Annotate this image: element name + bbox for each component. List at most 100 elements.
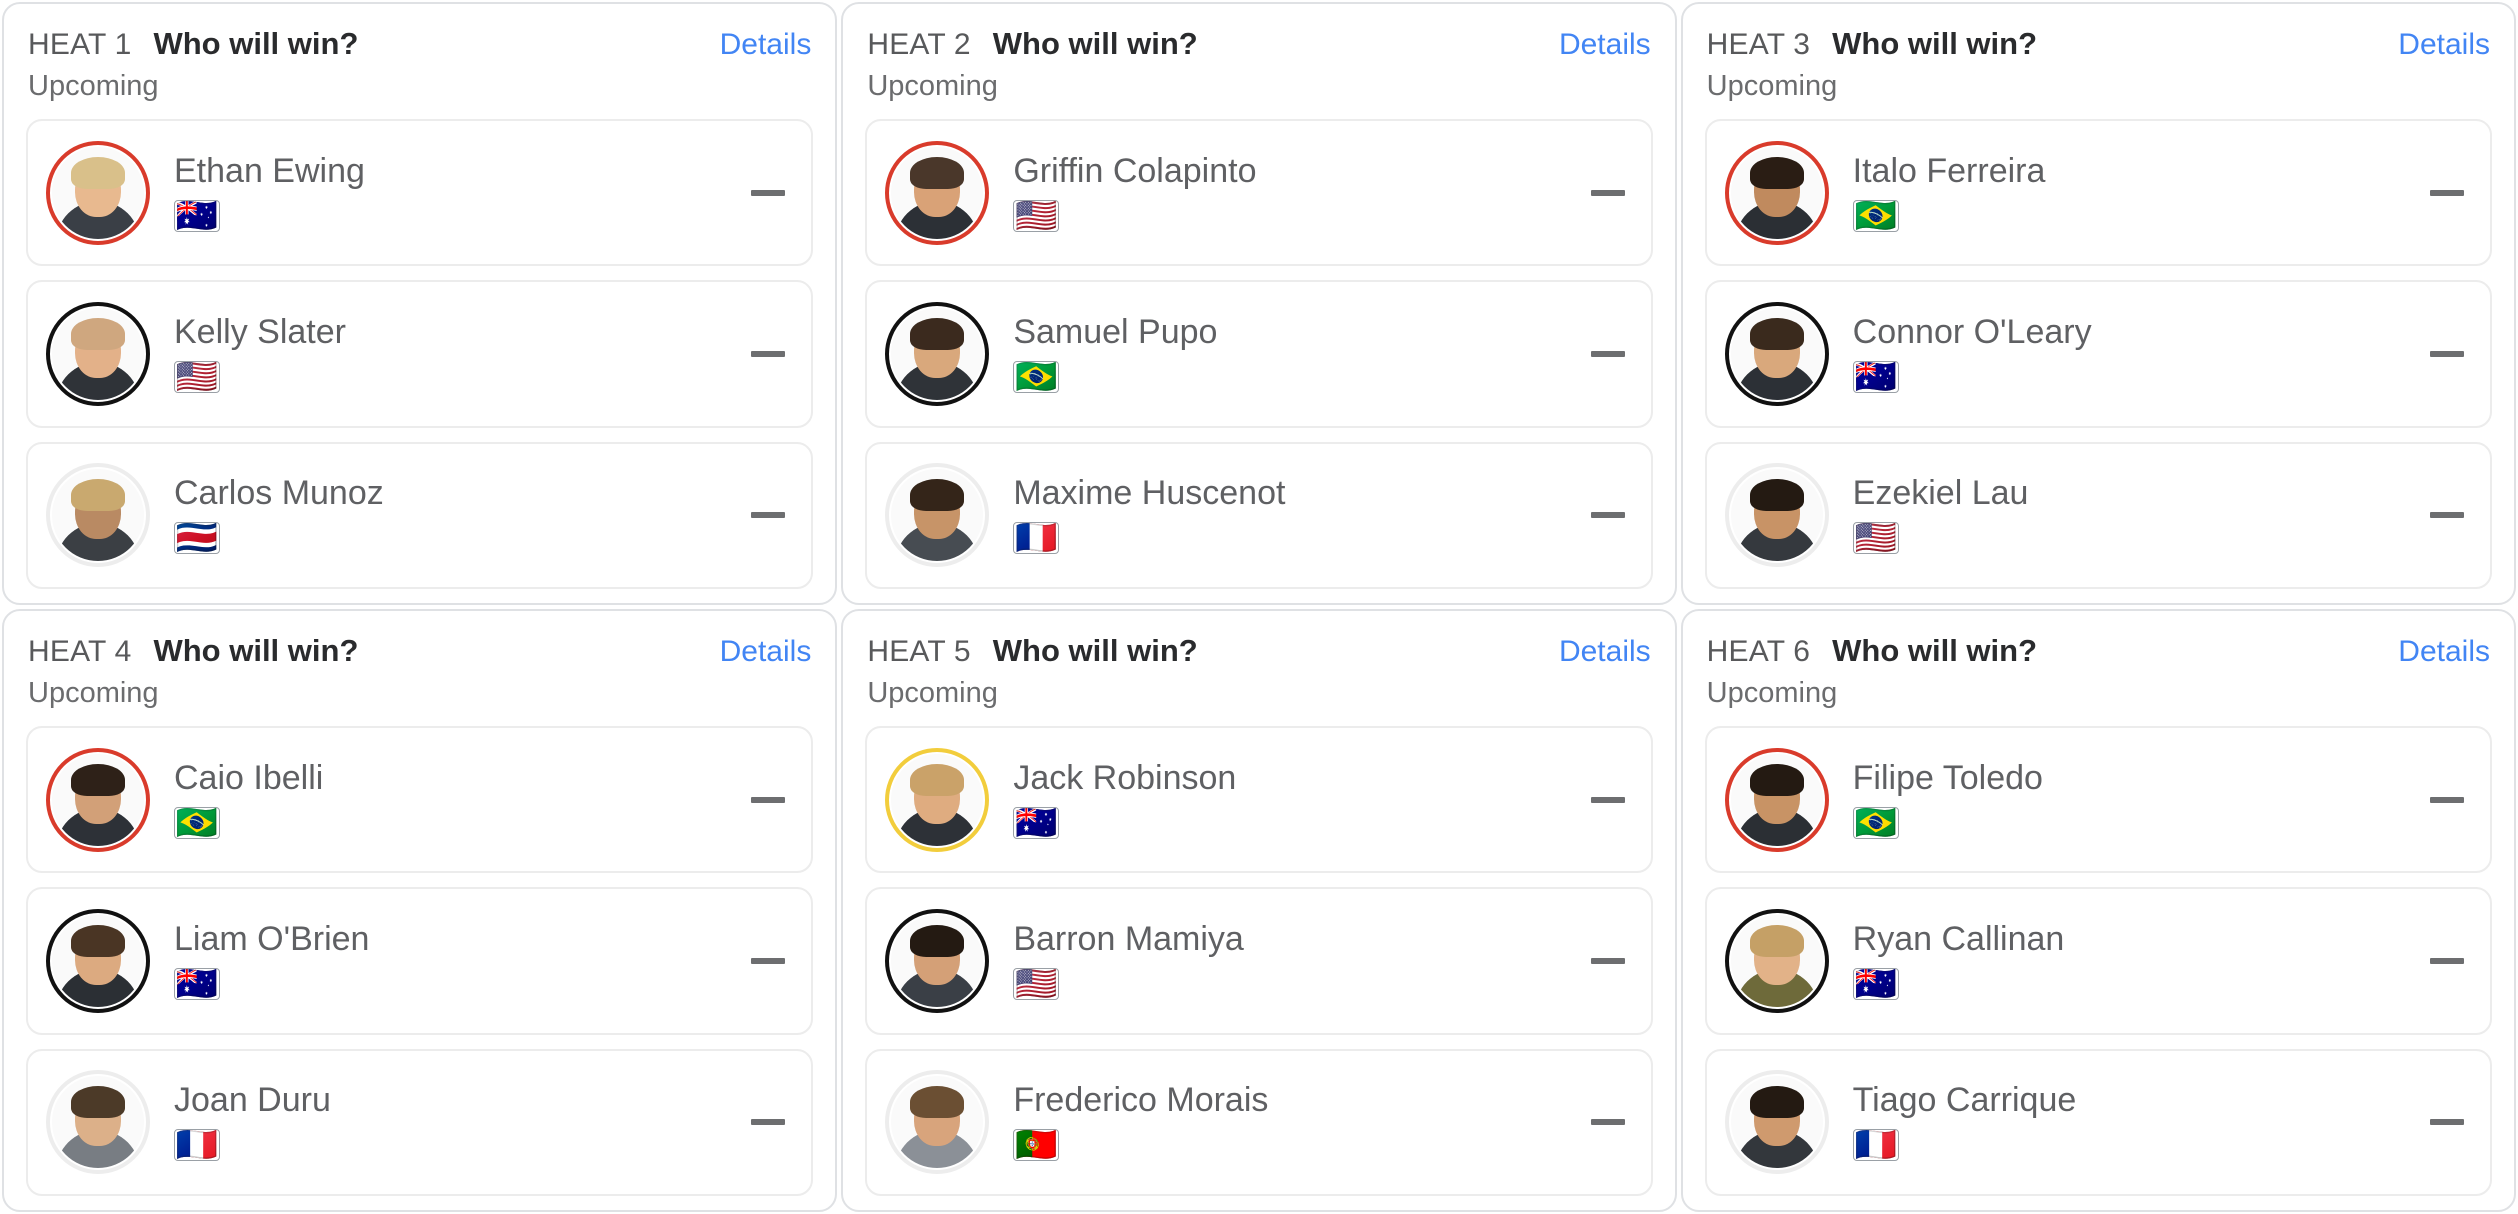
avatar	[46, 1070, 150, 1175]
surfer-row[interactable]: Frederico Morais 🇵🇹	[865, 1048, 1653, 1196]
avatar-photo	[1730, 146, 1823, 239]
no-pick-dash-icon[interactable]	[751, 796, 786, 803]
surfer-info: Filipe Toledo 🇧🇷	[1829, 761, 2412, 839]
heat-question: Who will win?	[992, 26, 1198, 61]
flag-glyph: 🇺🇸	[1015, 199, 1058, 232]
avatar-ring	[1724, 463, 1829, 568]
no-pick-dash-icon[interactable]	[1590, 796, 1625, 803]
heat-header-left: HEAT 3 Who will win?	[1707, 26, 2037, 62]
heat-number-label: HEAT 6	[1706, 635, 1811, 668]
avatar-photo	[891, 753, 984, 846]
no-pick-dash-icon[interactable]	[2429, 189, 2464, 196]
surfer-row[interactable]: Connor O'Leary 🇦🇺	[1704, 280, 2492, 428]
flag-usa-icon: 🇺🇸	[174, 360, 220, 393]
avatar	[1724, 1070, 1829, 1175]
heat-header: HEAT 6 Who will win? Details	[1705, 629, 2492, 669]
flag-brazil-icon: 🇧🇷	[1852, 199, 1899, 232]
flag-glyph: 🇦🇺	[175, 199, 219, 232]
surfer-row[interactable]: Caio Ibelli 🇧🇷	[26, 726, 814, 874]
no-pick-dash-icon[interactable]	[1590, 957, 1625, 964]
avatar-hair	[1749, 156, 1804, 189]
flag-australia-icon: 🇦🇺	[174, 967, 220, 1000]
surfer-name: Jack Robinson	[1013, 760, 1237, 797]
surfer-row[interactable]: Tiago Carrique 🇫🇷	[1704, 1048, 2492, 1196]
flag-glyph: 🇦🇺	[175, 967, 219, 1000]
surfer-row[interactable]: Joan Duru 🇫🇷	[26, 1048, 814, 1196]
surfer-row[interactable]: Liam O'Brien 🇦🇺	[26, 887, 814, 1035]
details-link[interactable]: Details	[719, 635, 812, 668]
details-link[interactable]: Details	[2398, 635, 2490, 668]
heat-header: HEAT 3 Who will win? Details	[1705, 22, 2492, 62]
avatar-hair	[71, 763, 125, 796]
surfer-row[interactable]: Samuel Pupo 🇧🇷	[865, 280, 1653, 428]
no-pick-dash-icon[interactable]	[1590, 1119, 1625, 1126]
avatar-photo	[891, 1076, 984, 1169]
no-pick-dash-icon[interactable]	[751, 350, 786, 357]
heat-question: Who will win?	[153, 26, 359, 61]
avatar-ring	[885, 463, 990, 568]
avatar-ring	[46, 301, 150, 406]
surfer-info: Italo Ferreira 🇧🇷	[1829, 154, 2412, 232]
surfer-info: Kelly Slater 🇺🇸	[150, 315, 733, 393]
avatar-ring	[46, 463, 150, 568]
surfer-row[interactable]: Carlos Munoz 🇨🇷	[26, 441, 814, 589]
surfer-info: Connor O'Leary 🇦🇺	[1829, 315, 2412, 393]
flag-costa-rica-icon: 🇨🇷	[174, 522, 220, 555]
surfer-row[interactable]: Ezekiel Lau 🇺🇸	[1704, 441, 2492, 589]
avatar	[885, 908, 990, 1013]
surfer-row[interactable]: Ethan Ewing 🇦🇺	[26, 119, 814, 267]
surfer-row[interactable]: Maxime Huscenot 🇫🇷	[865, 441, 1653, 589]
details-link[interactable]: Details	[1558, 635, 1651, 668]
surfer-name: Joan Duru	[174, 1083, 331, 1120]
surfer-row[interactable]: Filipe Toledo 🇧🇷	[1704, 726, 2492, 874]
flag-glyph: 🇫🇷	[1015, 522, 1058, 555]
avatar-ring	[46, 747, 150, 852]
surfer-row[interactable]: Italo Ferreira 🇧🇷	[1704, 119, 2492, 267]
avatar	[885, 140, 990, 245]
avatar-photo	[891, 914, 984, 1007]
avatar-photo	[52, 1076, 144, 1169]
avatar-ring	[885, 1070, 990, 1175]
no-pick-dash-icon[interactable]	[2429, 350, 2464, 357]
no-pick-dash-icon[interactable]	[2429, 796, 2464, 803]
surfer-name: Caio Ibelli	[174, 760, 324, 797]
details-link[interactable]: Details	[2398, 28, 2490, 61]
surfer-info: Frederico Morais 🇵🇹	[989, 1083, 1572, 1162]
heat-status: Upcoming	[28, 677, 159, 709]
avatar-hair	[71, 924, 125, 957]
surfer-row[interactable]: Ryan Callinan 🇦🇺	[1704, 887, 2492, 1035]
surfer-row[interactable]: Kelly Slater 🇺🇸	[26, 280, 814, 428]
heat-header-left: HEAT 6 Who will win?	[1707, 633, 2037, 669]
surfer-info: Joan Duru 🇫🇷	[150, 1083, 733, 1162]
surfer-row[interactable]: Griffin Colapinto 🇺🇸	[865, 119, 1653, 267]
heat-header-left: HEAT 5 Who will win?	[867, 633, 1197, 669]
flag-glyph: 🇧🇷	[1854, 806, 1897, 839]
no-pick-dash-icon[interactable]	[751, 512, 786, 519]
avatar-photo	[1730, 1076, 1823, 1169]
surfer-name: Liam O'Brien	[174, 922, 370, 958]
no-pick-dash-icon[interactable]	[2429, 1119, 2464, 1126]
surfer-list: Filipe Toledo 🇧🇷 Ryan Callinan 🇦🇺 Tiago Carr…	[1704, 726, 2492, 1196]
surfer-info: Ryan Callinan 🇦🇺	[1829, 922, 2412, 1000]
no-pick-dash-icon[interactable]	[1590, 512, 1625, 519]
no-pick-dash-icon[interactable]	[751, 1119, 786, 1126]
avatar	[46, 140, 150, 245]
surfer-row[interactable]: Jack Robinson 🇦🇺	[865, 726, 1653, 874]
no-pick-dash-icon[interactable]	[1590, 350, 1625, 357]
no-pick-dash-icon[interactable]	[1590, 189, 1625, 196]
avatar-ring	[1724, 1070, 1829, 1175]
flag-hawaii-icon: 🇺🇸	[1852, 522, 1899, 555]
heat-header-left: HEAT 4 Who will win?	[28, 633, 358, 669]
heat-card: HEAT 2 Who will win? Details Upcoming Griffi…	[841, 2, 1677, 605]
avatar-photo	[1730, 307, 1823, 400]
no-pick-dash-icon[interactable]	[751, 189, 786, 196]
no-pick-dash-icon[interactable]	[751, 957, 786, 964]
surfer-list: Jack Robinson 🇦🇺 Barron Mamiya 🇺🇸 Frederico …	[865, 726, 1653, 1196]
details-link[interactable]: Details	[1558, 28, 1651, 61]
no-pick-dash-icon[interactable]	[2429, 957, 2464, 964]
avatar-ring	[46, 140, 150, 245]
avatar	[46, 908, 150, 1013]
details-link[interactable]: Details	[719, 28, 812, 61]
no-pick-dash-icon[interactable]	[2429, 512, 2464, 519]
surfer-row[interactable]: Barron Mamiya 🇺🇸	[865, 887, 1653, 1035]
